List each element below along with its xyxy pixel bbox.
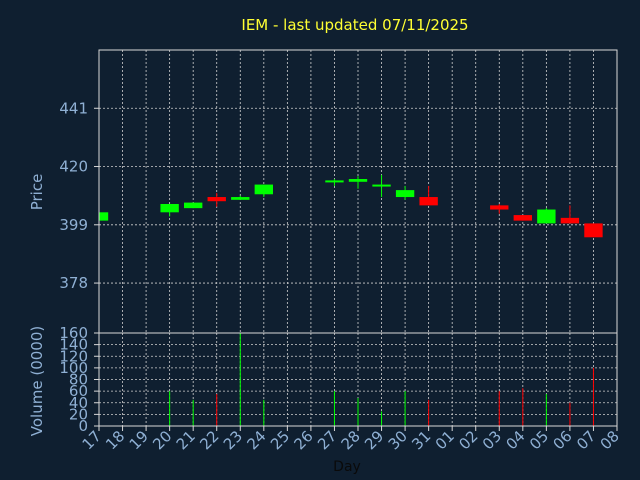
x-tick-label: 29 xyxy=(361,427,387,453)
candle-body xyxy=(419,197,438,206)
volume-axis-label: Volume (0000) xyxy=(28,326,46,436)
candle-body xyxy=(584,223,603,238)
volume-tick-label: 120 xyxy=(59,347,88,365)
candle-body xyxy=(325,180,344,183)
price-axis-label: Price xyxy=(28,174,46,211)
x-tick-label: 19 xyxy=(126,427,152,453)
price-tick-label: 441 xyxy=(59,99,88,117)
price-candles xyxy=(98,174,603,238)
x-tick-label: 25 xyxy=(267,427,293,453)
x-tick-label: 04 xyxy=(502,427,528,453)
x-tick-label: 01 xyxy=(432,427,458,453)
candle-body xyxy=(560,217,580,224)
candle-body xyxy=(537,209,556,224)
candle-body xyxy=(372,184,391,187)
candle-body xyxy=(254,184,274,195)
x-tick-label: 05 xyxy=(526,427,552,453)
x-tick-label: 21 xyxy=(173,427,199,453)
candle-body xyxy=(207,197,226,202)
price-gridlines xyxy=(98,50,618,333)
x-tick-label: 07 xyxy=(573,427,599,453)
price-tick-label: 420 xyxy=(59,158,88,176)
x-tick-label: 30 xyxy=(385,427,411,453)
x-tick-label: 24 xyxy=(243,427,269,453)
candle-body xyxy=(99,212,109,221)
candle-body xyxy=(160,203,179,213)
x-tick-label: 23 xyxy=(220,427,246,453)
volume-tick-label: 160 xyxy=(59,324,88,342)
volume-tick-label: 40 xyxy=(69,394,88,412)
volume-tick-label: 20 xyxy=(69,405,88,423)
volume-tick-label: 140 xyxy=(59,336,88,354)
x-tick-label: 20 xyxy=(149,427,175,453)
x-tick-label: 06 xyxy=(550,427,576,453)
x-tick-label: 28 xyxy=(338,427,364,453)
price-tick-label: 378 xyxy=(59,274,88,292)
candle-body xyxy=(395,190,415,198)
chart-title: IEM - last updated 07/11/2025 xyxy=(241,16,468,34)
x-tick-label: 18 xyxy=(102,427,128,453)
candle-body xyxy=(348,179,368,182)
x-tick-label: 27 xyxy=(314,427,340,453)
x-tick-label: 08 xyxy=(597,427,623,453)
x-tick-label: 31 xyxy=(408,427,434,453)
x-tick-label: 26 xyxy=(291,427,317,453)
volume-tick-label: 100 xyxy=(59,359,88,377)
candle-body xyxy=(231,197,250,200)
candle-body xyxy=(490,205,509,210)
price-tick-label: 399 xyxy=(59,216,88,234)
x-tick-label: 03 xyxy=(479,427,505,453)
x-tick-label: 22 xyxy=(196,427,222,453)
volume-tick-label: 80 xyxy=(69,371,88,389)
x-tick-label: 02 xyxy=(455,427,481,453)
volume-tick-label: 60 xyxy=(69,382,88,400)
volume-bars xyxy=(169,333,594,426)
candle-body xyxy=(513,215,533,221)
price-y-ticks: 378 399 420 441 xyxy=(59,99,99,292)
candle-body xyxy=(183,202,203,209)
x-ticks: 1718192021222324252627282930310102030405… xyxy=(79,426,623,453)
volume-tick-label: 0 xyxy=(78,417,88,435)
x-axis-label: Day xyxy=(333,459,361,475)
